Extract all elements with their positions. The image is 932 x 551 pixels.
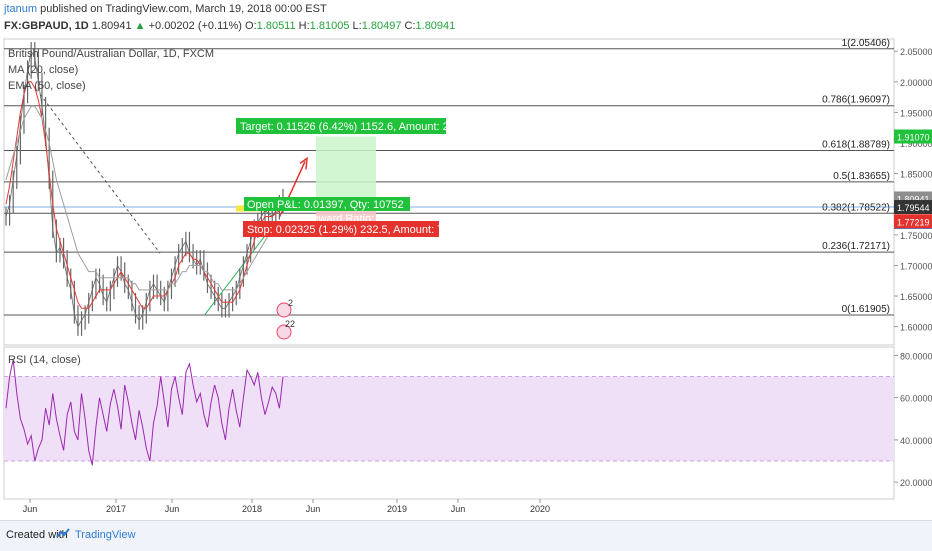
rsi-tick-label: 40.0000 (900, 436, 932, 446)
publish-line: jtanum published on TradingView.com, Mar… (4, 3, 327, 15)
author-link[interactable]: jtanum (4, 3, 38, 15)
symbol-name: FX:GBPAUD, 1D (4, 20, 89, 32)
last-price: 1.80941 (91, 20, 132, 32)
time-tick-label: Jun (451, 504, 466, 514)
price-tag-label: 1.91070 (897, 132, 930, 142)
tradingview-logo-icon[interactable] (56, 527, 70, 541)
chart-header: jtanum published on TradingView.com, Mar… (0, 0, 932, 36)
price-tag-label: 1.79544 (897, 203, 930, 213)
fib-level-label: 0.618(1.88789) (822, 139, 890, 150)
event-markers[interactable]: 2 22 (276, 298, 295, 340)
price-tick-label: 1.60000 (900, 323, 932, 333)
ema-legend: EMA (50, close) (8, 80, 86, 92)
close-label: C: (404, 20, 416, 32)
arrow-head-icon (299, 156, 308, 170)
price-tick-label: 1.90000 (900, 139, 932, 149)
event-count-2: 22 (285, 319, 295, 329)
open-label: O: (245, 20, 257, 32)
price-pane-border (3, 38, 895, 346)
rsi-tick-label: 80.0000 (900, 351, 932, 361)
time-tick-label: 2018 (242, 504, 262, 514)
event-marker-2[interactable] (276, 324, 292, 340)
close-value: 1.80941 (415, 20, 456, 32)
rsi-line (5, 359, 284, 466)
open-pl-label: Open P&L: 0.01397, Qty: 10752 (247, 199, 404, 211)
price-tag-box (894, 200, 932, 215)
low-value: 1.80497 (361, 20, 402, 32)
price-pane[interactable]: 2.050002.000001.950001.900001.850001.800… (3, 38, 932, 346)
rsi-legend: RSI (14, close) (8, 354, 81, 366)
price-tag-label: 1.80941 (897, 194, 930, 204)
stop-label: Stop: 0.02325 (1.29%) 232.5, Amount: 750… (247, 224, 471, 236)
rsi-tick-label: 20.0000 (900, 478, 932, 488)
open-value: 1.80511 (256, 20, 296, 32)
symbol-line: FX:GBPAUD, 1D 1.80941 ▲ +0.00202 (+0.11%… (4, 20, 455, 32)
price-change: +0.00202 (+0.11%) (148, 20, 242, 32)
time-tick-label: Jun (23, 504, 38, 514)
price-tick-label: 1.95000 (900, 108, 932, 118)
time-tick-label: 2020 (530, 504, 550, 514)
rsi-pane[interactable]: 80.0000 60.0000 40.0000 20.0000 (3, 346, 932, 500)
open-pl-box (244, 197, 410, 211)
created-with-label: Created with (6, 529, 68, 541)
fib-level-label: 0.382(1.78522) (822, 202, 890, 213)
fib-level-label: 1(2.05406) (842, 38, 890, 49)
price-tick-label: 2.00000 (900, 78, 932, 88)
ma-line (5, 81, 284, 309)
ma-legend: MA (20, close) (8, 64, 78, 76)
fib-level-label: 0.786(1.96097) (822, 95, 890, 106)
time-tick-label: Jun (306, 504, 321, 514)
chart-title: British Pound/Australian Dollar, 1D, FXC… (8, 48, 214, 60)
price-tick-label: 1.70000 (900, 261, 932, 271)
rsi-band (4, 376, 894, 461)
price-tick-label: 1.85000 (900, 170, 932, 180)
publish-info: published on TradingView.com, March 19, … (40, 3, 327, 15)
high-label: H: (298, 20, 310, 32)
time-axis[interactable]: Jun 2017 Jun 2018 Jun 2019 Jun 2020 (23, 499, 550, 514)
price-tick-label: 1.65000 (900, 292, 932, 302)
target-zone[interactable] (316, 136, 376, 208)
time-tick-label: Jun (165, 504, 180, 514)
footer-bar: Created with TradingView (0, 520, 932, 551)
target-label-box (236, 118, 446, 134)
price-tag-label: 1.77219 (897, 217, 930, 227)
time-tick-label: 2017 (106, 504, 126, 514)
fib-level-label: 0.5(1.83655) (833, 171, 890, 182)
event-count-1: 2 (288, 298, 293, 308)
high-value: 1.81005 (309, 20, 350, 32)
price-tag-box (894, 129, 932, 144)
fib-level-label: 0.236(1.72171) (822, 241, 890, 252)
fib-level-label: 0(1.61905) (842, 304, 890, 315)
price-tick-label: 1.75000 (900, 231, 932, 241)
low-label: L: (352, 20, 362, 32)
price-tick-label: 2.05000 (900, 47, 932, 57)
chart-canvas[interactable]: 2.050002.000001.950001.900001.850001.800… (0, 36, 932, 520)
rsi-tick-label: 60.0000 (900, 394, 932, 404)
position-tool[interactable]: Target: 0.11526 (6.42%) 1152.6, Amount: … (236, 118, 482, 237)
tradingview-brand-link[interactable]: TradingView (75, 529, 136, 541)
up-triangle-icon: ▲ (134, 20, 146, 32)
ema-line (5, 105, 284, 291)
price-tag-box (894, 214, 932, 229)
event-marker-1[interactable] (276, 302, 292, 318)
time-tick-label: 2019 (387, 504, 407, 514)
target-label: Target: 0.11526 (6.42%) 1152.6, Amount: … (240, 121, 482, 133)
stop-label-box (243, 221, 439, 237)
